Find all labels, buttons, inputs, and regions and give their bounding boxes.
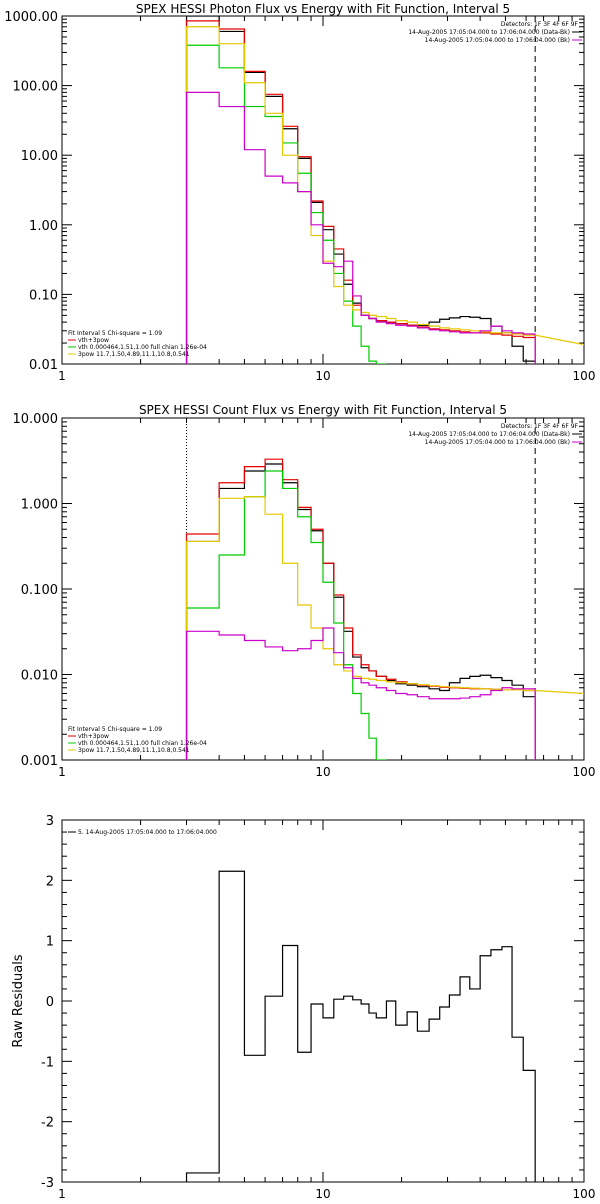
chart-svg-3: Raw Residuals 1 10 100 -3 -2 -1 0 1 2 3 5. 14-Aug-2…: [11, 814, 596, 1201]
y-tick-label: -1: [41, 1055, 54, 1070]
series-group: [185, 870, 536, 1182]
series-group: [185, 458, 584, 760]
series-vth-line: [185, 470, 387, 760]
legend-left-text: vth 0.000464,1.51,1.00 full chian 1.26e-…: [78, 344, 207, 351]
pow-extension-line: [535, 334, 584, 346]
legend-right-text: 14-Aug-2005 17:05:04.000 to 17:06:04.000…: [408, 29, 570, 36]
y-tick-label: 0.010: [21, 669, 58, 684]
photon-flux-panel: SPEX HESSI Photon Flux vs Energy with Fi…: [0, 0, 600, 400]
count-flux-panel: SPEX HESSI Count Flux vs Energy with Fit…: [0, 400, 600, 800]
legend-right-text: 14-Aug-2005 17:05:04.000 to 17:06:04.000…: [425, 439, 570, 446]
y-tick-label: 1000.00: [4, 10, 58, 25]
y-tick-label: 0: [46, 995, 54, 1010]
series-pow-line: [185, 496, 536, 760]
legend-right-text: Detectors: 1F 3F 4F 6F 9F: [501, 423, 579, 430]
chart-title: SPEX HESSI Count Flux vs Energy with Fit…: [139, 403, 507, 417]
x-tick-label: 1: [58, 1187, 66, 1200]
plot-frame: [61, 15, 585, 365]
series-bk-line: [185, 91, 536, 364]
y-tick-label: 0.100: [21, 583, 58, 598]
x-tick-label: 100: [573, 369, 596, 383]
y-tick-label: 10.000: [13, 412, 59, 427]
legend-left-text: 5. 14-Aug-2005 17:05:04.000 to 17:06:04.…: [78, 829, 217, 836]
series-vth_3pow-line: [185, 20, 536, 364]
pow-extension-line: [535, 689, 584, 695]
legend-left-text: 3pow 11.7,1.50,4.89,11.1,10.8,0.541: [78, 747, 190, 754]
chart-svg-1: SPEX HESSI Photon Flux vs Energy with Fi…: [4, 2, 596, 383]
series-data-line: [185, 870, 536, 1182]
legend-left-text: 3pow 11.7,1.50,4.89,11.1,10.8,0.541: [78, 351, 190, 358]
x-tick-label: 100: [573, 1187, 596, 1200]
y-tick-label: 0.001: [21, 754, 58, 769]
legend-left-text: vth+3pow: [78, 337, 109, 344]
series-bk-line: [185, 627, 536, 760]
y-axis-label: Raw Residuals: [11, 954, 26, 1047]
x-tick-label: 10: [315, 765, 330, 779]
series-vth-line: [185, 44, 387, 364]
plot-frame: [61, 417, 585, 761]
series-data-line: [185, 463, 536, 760]
y-tick-label: 1.000: [21, 498, 58, 513]
y-tick-label: 1.00: [29, 219, 58, 234]
x-tick-label: 1: [58, 765, 66, 779]
y-tick-label: 2: [46, 874, 54, 889]
y-tick-label: 3: [46, 814, 54, 829]
series-group: [185, 16, 584, 364]
plot-frame: [61, 819, 585, 1183]
legend-left-text: vth+3pow: [78, 733, 109, 740]
y-tick-label: 1: [46, 935, 54, 950]
y-tick-label: 0.10: [29, 288, 58, 303]
x-tick-label: 1: [58, 369, 66, 383]
legend-right-text: 14-Aug-2005 17:05:04.000 to 17:06:04.000…: [425, 37, 570, 44]
legend-right-text: 14-Aug-2005 17:05:04.000 to 17:06:04.000…: [408, 431, 570, 438]
legend-left-text: vth 0.000464,1.51,1.00 full chian 1.26e-…: [78, 740, 207, 747]
legend-right-text: Detectors: 1F 3F 4F 6F 9F: [501, 21, 579, 28]
residuals-panel: Raw Residuals 1 10 100 -3 -2 -1 0 1 2 3 5. 14-Aug-2…: [0, 800, 600, 1201]
y-tick-label: 10.00: [21, 149, 58, 164]
y-tick-label: 0.01: [29, 358, 58, 373]
legend-left-text: Fit Interval 5 Chi-square = 1.09: [68, 330, 162, 337]
y-tick-label: 100.00: [13, 80, 59, 95]
chart-title: SPEX HESSI Photon Flux vs Energy with Fi…: [136, 2, 510, 16]
x-tick-label: 100: [573, 765, 596, 779]
y-tick-label: -3: [41, 1176, 54, 1191]
chart-svg-2: SPEX HESSI Count Flux vs Energy with Fit…: [13, 403, 596, 779]
legend-left-text: Fit Interval 5 Chi-square = 1.09: [68, 726, 162, 733]
y-tick-label: -2: [41, 1116, 54, 1131]
x-tick-label: 10: [315, 369, 330, 383]
x-tick-label: 10: [315, 1187, 330, 1200]
series-vth_3pow-line: [185, 458, 536, 760]
